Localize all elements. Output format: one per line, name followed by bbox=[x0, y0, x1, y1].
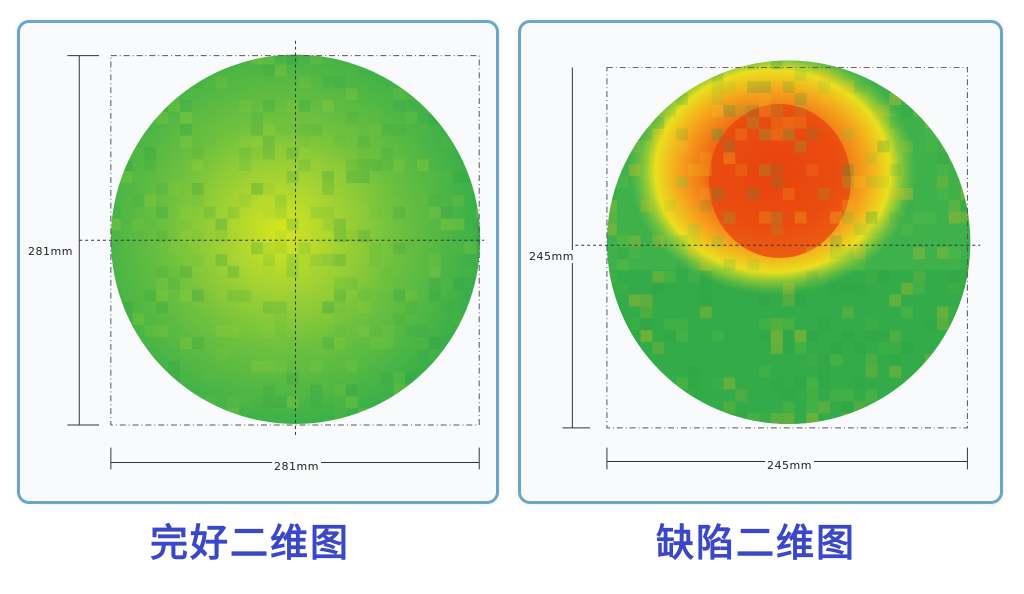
intact-height-label: 281mm bbox=[26, 245, 75, 258]
intact-disc bbox=[110, 54, 481, 424]
intact-map-caption: 完好二维图 bbox=[150, 521, 351, 565]
defect-height-label: 245mm bbox=[527, 250, 576, 263]
intact-width-label: 281mm bbox=[272, 460, 321, 473]
defect-map-caption: 缺陷二维图 bbox=[656, 521, 857, 565]
defect-width-label: 245mm bbox=[765, 459, 814, 472]
defect-bounding-box bbox=[606, 66, 968, 429]
defect-thickness-map bbox=[562, 60, 981, 470]
intact-map-panel: 281mm 281mm bbox=[17, 20, 499, 504]
defect-disc bbox=[606, 60, 971, 424]
intact-thickness-map bbox=[67, 40, 485, 470]
defect-map-panel: 245mm 245mm bbox=[518, 20, 1003, 504]
